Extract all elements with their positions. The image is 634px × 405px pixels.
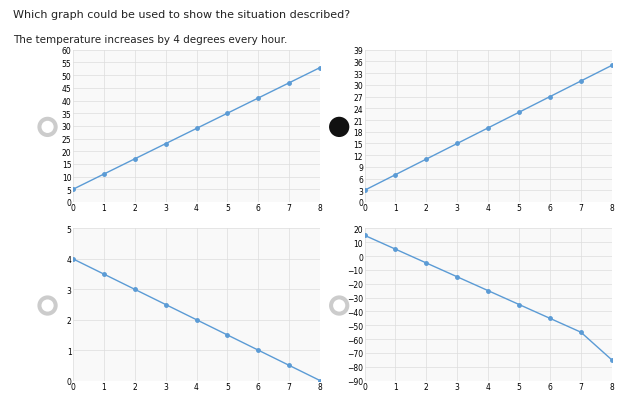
Text: The temperature increases by 4 degrees every hour.: The temperature increases by 4 degrees e…	[13, 34, 287, 45]
Text: Which graph could be used to show the situation described?: Which graph could be used to show the si…	[13, 10, 350, 20]
